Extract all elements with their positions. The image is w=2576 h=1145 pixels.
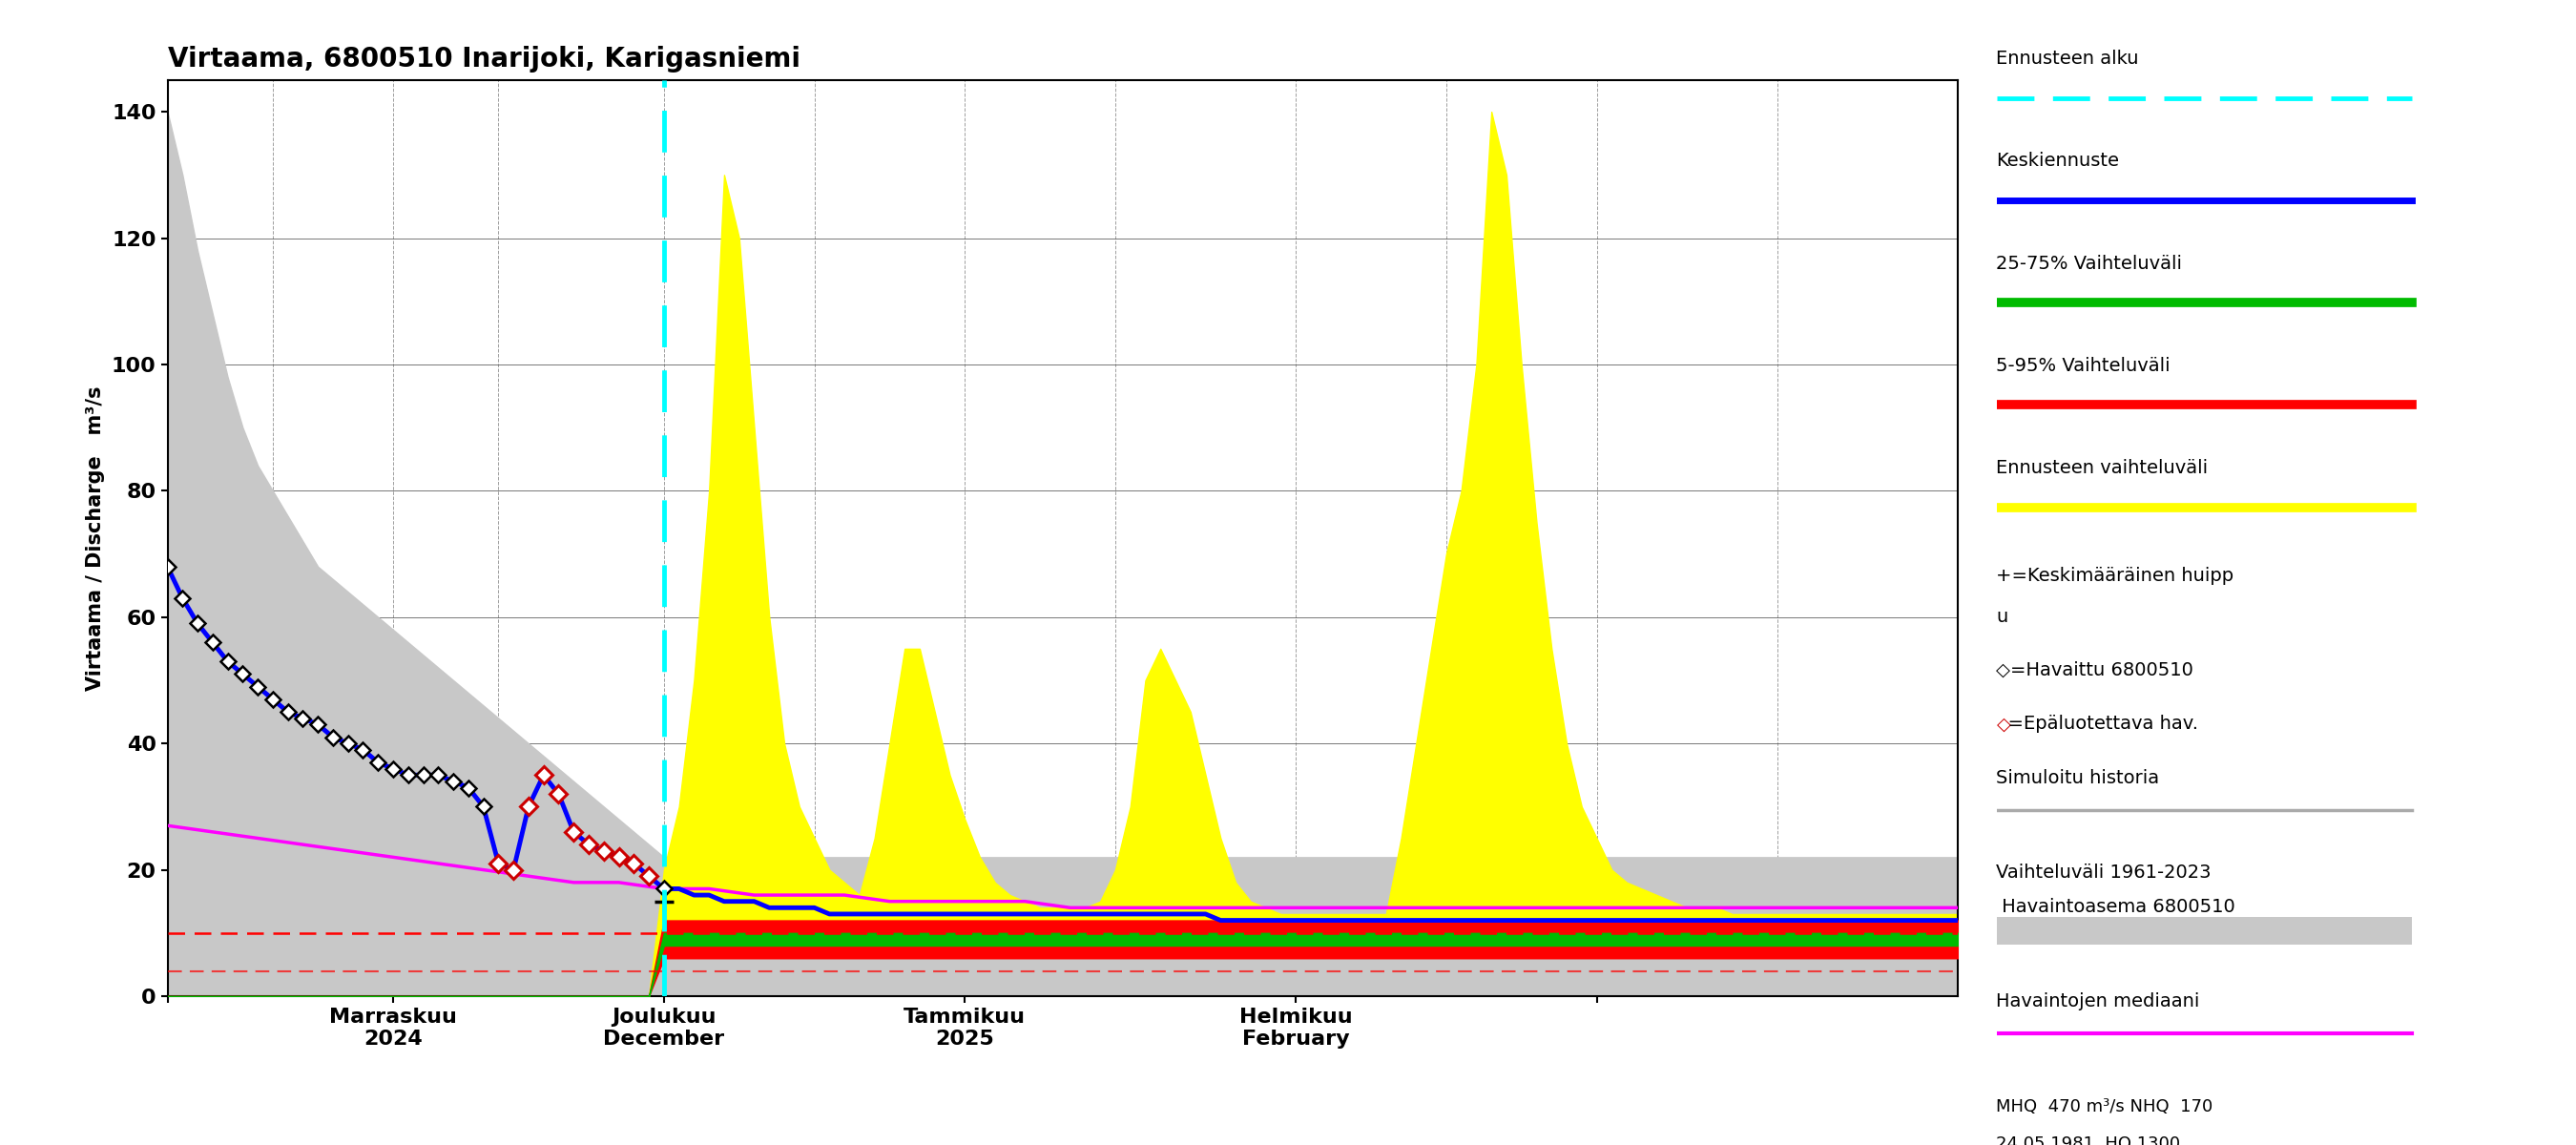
Text: Ennusteen alku: Ennusteen alku: [1996, 49, 2138, 68]
Text: MHQ  470 m³/s NHQ  170: MHQ 470 m³/s NHQ 170: [1996, 1098, 2213, 1115]
Y-axis label: Virtaama / Discharge   m³/s: Virtaama / Discharge m³/s: [85, 386, 106, 690]
Text: Havaintojen mediaani: Havaintojen mediaani: [1996, 993, 2200, 1011]
Text: =Epäluotettava hav.: =Epäluotettava hav.: [1996, 714, 2200, 733]
Text: Simuloitu historia: Simuloitu historia: [1996, 768, 2159, 787]
Text: Virtaama, 6800510 Inarijoki, Karigasniemi: Virtaama, 6800510 Inarijoki, Karigasniem…: [167, 46, 801, 72]
Bar: [1996, 917, 2411, 945]
Text: Vaihteluväli 1961-2023: Vaihteluväli 1961-2023: [1996, 863, 2213, 882]
Text: u: u: [1996, 607, 2009, 625]
Text: 24.05.1981  HQ 1300: 24.05.1981 HQ 1300: [1996, 1136, 2182, 1145]
Text: Ennusteen vaihteluväli: Ennusteen vaihteluväli: [1996, 459, 2208, 477]
Text: 25-75% Vaihteluväli: 25-75% Vaihteluväli: [1996, 254, 2182, 273]
Text: ◇=Havaittu 6800510: ◇=Havaittu 6800510: [1996, 661, 2195, 679]
Text: +=Keskimääräinen huipp: +=Keskimääräinen huipp: [1996, 567, 2233, 585]
Text: Havaintoasema 6800510: Havaintoasema 6800510: [1996, 898, 2236, 916]
Text: 5-95% Vaihteluväli: 5-95% Vaihteluväli: [1996, 356, 2172, 374]
Text: ◇: ◇: [1996, 714, 2012, 733]
Text: Keskiennuste: Keskiennuste: [1996, 152, 2120, 171]
